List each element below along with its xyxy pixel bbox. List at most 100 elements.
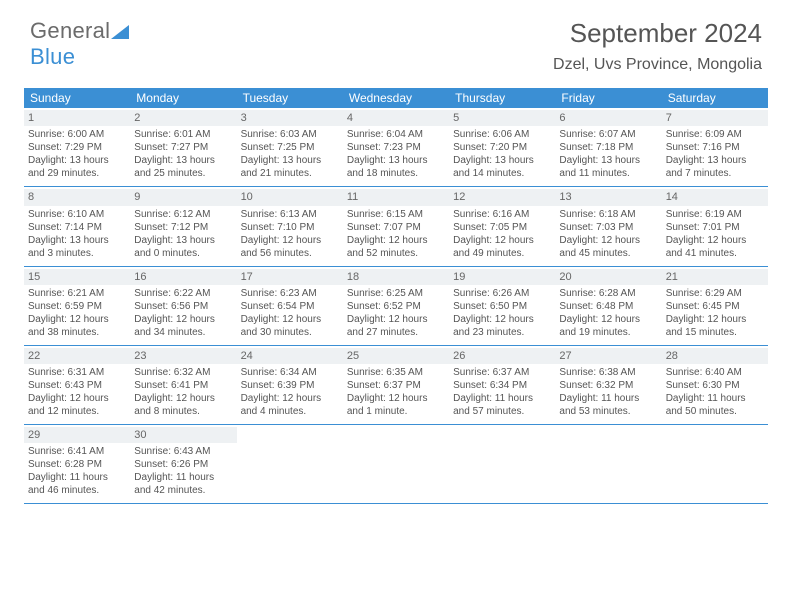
sunset-text: Sunset: 6:43 PM	[28, 379, 126, 392]
sunset-text: Sunset: 7:10 PM	[241, 221, 339, 234]
calendar-day: 22Sunrise: 6:31 AMSunset: 6:43 PMDayligh…	[24, 346, 130, 424]
day-number: 23	[130, 348, 236, 364]
daylight-text: and 7 minutes.	[666, 167, 764, 180]
sunrise-text: Sunrise: 6:26 AM	[453, 287, 551, 300]
sunrise-text: Sunrise: 6:01 AM	[134, 128, 232, 141]
sunrise-text: Sunrise: 6:35 AM	[347, 366, 445, 379]
daylight-text: Daylight: 12 hours	[347, 392, 445, 405]
daylight-text: and 42 minutes.	[134, 484, 232, 497]
daylight-text: Daylight: 13 hours	[28, 154, 126, 167]
calendar-day: 1Sunrise: 6:00 AMSunset: 7:29 PMDaylight…	[24, 108, 130, 186]
sunrise-text: Sunrise: 6:31 AM	[28, 366, 126, 379]
weekday-header-row: Sunday Monday Tuesday Wednesday Thursday…	[24, 88, 768, 108]
daylight-text: Daylight: 13 hours	[134, 234, 232, 247]
sunrise-text: Sunrise: 6:00 AM	[28, 128, 126, 141]
daylight-text: and 27 minutes.	[347, 326, 445, 339]
day-number: 1	[24, 110, 130, 126]
calendar-day	[662, 425, 768, 503]
weekday-header: Friday	[555, 88, 661, 108]
calendar-day	[555, 425, 661, 503]
day-number: 14	[662, 189, 768, 205]
day-number: 4	[343, 110, 449, 126]
daylight-text: and 38 minutes.	[28, 326, 126, 339]
daylight-text: and 14 minutes.	[453, 167, 551, 180]
sunset-text: Sunset: 6:41 PM	[134, 379, 232, 392]
sunrise-text: Sunrise: 6:18 AM	[559, 208, 657, 221]
sunrise-text: Sunrise: 6:10 AM	[28, 208, 126, 221]
brand-part2: Blue	[30, 44, 75, 69]
daylight-text: and 15 minutes.	[666, 326, 764, 339]
daylight-text: and 49 minutes.	[453, 247, 551, 260]
location-subtitle: Dzel, Uvs Province, Mongolia	[553, 56, 762, 74]
calendar-day: 20Sunrise: 6:28 AMSunset: 6:48 PMDayligh…	[555, 267, 661, 345]
sunrise-text: Sunrise: 6:23 AM	[241, 287, 339, 300]
day-number: 15	[24, 269, 130, 285]
sunrise-text: Sunrise: 6:25 AM	[347, 287, 445, 300]
calendar-day: 25Sunrise: 6:35 AMSunset: 6:37 PMDayligh…	[343, 346, 449, 424]
sunset-text: Sunset: 6:56 PM	[134, 300, 232, 313]
daylight-text: Daylight: 12 hours	[134, 313, 232, 326]
daylight-text: Daylight: 13 hours	[347, 154, 445, 167]
weekday-header: Wednesday	[343, 88, 449, 108]
calendar-day: 2Sunrise: 6:01 AMSunset: 7:27 PMDaylight…	[130, 108, 236, 186]
sunset-text: Sunset: 6:30 PM	[666, 379, 764, 392]
calendar-day: 29Sunrise: 6:41 AMSunset: 6:28 PMDayligh…	[24, 425, 130, 503]
daylight-text: Daylight: 12 hours	[347, 234, 445, 247]
daylight-text: and 1 minute.	[347, 405, 445, 418]
daylight-text: Daylight: 12 hours	[241, 313, 339, 326]
calendar-day: 19Sunrise: 6:26 AMSunset: 6:50 PMDayligh…	[449, 267, 555, 345]
calendar-day: 7Sunrise: 6:09 AMSunset: 7:16 PMDaylight…	[662, 108, 768, 186]
weekday-header: Thursday	[449, 88, 555, 108]
brand-triangle-icon	[111, 25, 129, 39]
calendar-day: 18Sunrise: 6:25 AMSunset: 6:52 PMDayligh…	[343, 267, 449, 345]
daylight-text: Daylight: 12 hours	[666, 313, 764, 326]
day-number: 5	[449, 110, 555, 126]
calendar-day	[237, 425, 343, 503]
calendar-day: 21Sunrise: 6:29 AMSunset: 6:45 PMDayligh…	[662, 267, 768, 345]
daylight-text: and 46 minutes.	[28, 484, 126, 497]
sunset-text: Sunset: 6:48 PM	[559, 300, 657, 313]
calendar-day: 8Sunrise: 6:10 AMSunset: 7:14 PMDaylight…	[24, 187, 130, 265]
sunset-text: Sunset: 6:39 PM	[241, 379, 339, 392]
sunset-text: Sunset: 6:37 PM	[347, 379, 445, 392]
daylight-text: and 8 minutes.	[134, 405, 232, 418]
daylight-text: Daylight: 12 hours	[241, 234, 339, 247]
calendar-day: 10Sunrise: 6:13 AMSunset: 7:10 PMDayligh…	[237, 187, 343, 265]
day-number: 28	[662, 348, 768, 364]
sunrise-text: Sunrise: 6:19 AM	[666, 208, 764, 221]
sunset-text: Sunset: 6:45 PM	[666, 300, 764, 313]
day-number: 3	[237, 110, 343, 126]
daylight-text: and 21 minutes.	[241, 167, 339, 180]
sunset-text: Sunset: 6:59 PM	[28, 300, 126, 313]
daylight-text: Daylight: 13 hours	[241, 154, 339, 167]
daylight-text: Daylight: 12 hours	[134, 392, 232, 405]
day-number: 21	[662, 269, 768, 285]
calendar-day: 15Sunrise: 6:21 AMSunset: 6:59 PMDayligh…	[24, 267, 130, 345]
daylight-text: and 25 minutes.	[134, 167, 232, 180]
sunrise-text: Sunrise: 6:43 AM	[134, 445, 232, 458]
day-number: 27	[555, 348, 661, 364]
daylight-text: and 53 minutes.	[559, 405, 657, 418]
weekday-header: Monday	[130, 88, 236, 108]
calendar-week: 22Sunrise: 6:31 AMSunset: 6:43 PMDayligh…	[24, 346, 768, 425]
daylight-text: Daylight: 12 hours	[28, 392, 126, 405]
brand-logo: General Blue	[30, 18, 129, 70]
daylight-text: Daylight: 12 hours	[453, 313, 551, 326]
daylight-text: and 12 minutes.	[28, 405, 126, 418]
daylight-text: and 45 minutes.	[559, 247, 657, 260]
daylight-text: and 56 minutes.	[241, 247, 339, 260]
day-number: 18	[343, 269, 449, 285]
sunset-text: Sunset: 6:26 PM	[134, 458, 232, 471]
daylight-text: and 34 minutes.	[134, 326, 232, 339]
day-number: 24	[237, 348, 343, 364]
weekday-header: Sunday	[24, 88, 130, 108]
sunset-text: Sunset: 7:20 PM	[453, 141, 551, 154]
day-number: 13	[555, 189, 661, 205]
calendar-day: 5Sunrise: 6:06 AMSunset: 7:20 PMDaylight…	[449, 108, 555, 186]
daylight-text: and 19 minutes.	[559, 326, 657, 339]
day-number: 11	[343, 189, 449, 205]
daylight-text: and 11 minutes.	[559, 167, 657, 180]
sunrise-text: Sunrise: 6:07 AM	[559, 128, 657, 141]
calendar-day: 6Sunrise: 6:07 AMSunset: 7:18 PMDaylight…	[555, 108, 661, 186]
day-number: 19	[449, 269, 555, 285]
